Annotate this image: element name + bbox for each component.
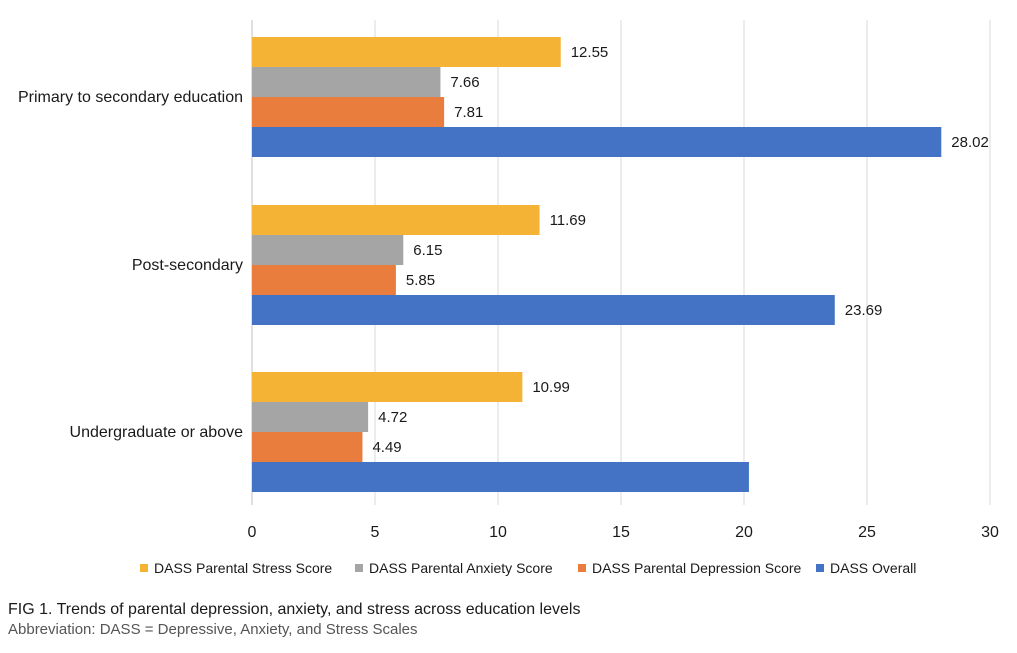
x-tick-label: 5 (371, 524, 380, 541)
x-tick-label: 25 (858, 524, 876, 541)
data-label: 5.85 (406, 272, 435, 289)
data-label: 6.15 (413, 242, 442, 259)
bars (252, 37, 942, 492)
data-label: 11.69 (550, 212, 586, 229)
x-axis-ticks: 0 5 10 15 20 25 30 (248, 524, 999, 541)
data-label: 4.72 (378, 409, 407, 426)
legend-entry: DASS Overall (830, 560, 916, 576)
x-tick-label: 0 (248, 524, 257, 541)
bar (252, 67, 441, 97)
legend-swatch (816, 564, 824, 572)
data-label: 7.66 (450, 74, 479, 91)
bar (252, 295, 835, 325)
legend-entry: DASS Parental Stress Score (154, 560, 332, 576)
legend-entry: DASS Parental Anxiety Score (369, 560, 553, 576)
value-labels: 12.55 7.66 7.81 28.02 11.69 6.15 5.85 23.69 10.9… (372, 44, 988, 456)
category-label: Primary to secondary education (18, 89, 243, 106)
legend-swatch (355, 564, 363, 572)
bar (252, 205, 540, 235)
category-label: Undergraduate or above (70, 424, 244, 441)
legend-entry: DASS Parental Depression Score (592, 560, 802, 576)
category-labels: Primary to secondary education Post-secon… (18, 89, 243, 441)
data-label: 28.02 (951, 134, 989, 151)
bar (252, 462, 749, 492)
bar (252, 97, 445, 127)
x-tick-label: 30 (981, 524, 999, 541)
bar (252, 402, 369, 432)
data-label: 7.81 (454, 104, 483, 121)
bar (252, 37, 561, 67)
bar (252, 265, 396, 295)
caption-title: FIG 1. Trends of parental depression, an… (8, 601, 581, 618)
bar (252, 432, 363, 462)
data-label: 23.69 (845, 302, 883, 319)
caption-abbreviation: Abbreviation: DASS = Depressive, Anxiety… (8, 621, 418, 638)
data-label: 10.99 (532, 379, 570, 396)
category-label: Post-secondary (132, 257, 243, 274)
bar (252, 372, 523, 402)
bar (252, 235, 404, 265)
legend-swatch (140, 564, 148, 572)
bar (252, 127, 942, 157)
legend: DASS Parental Stress Score DASS Parental … (140, 560, 916, 576)
legend-swatch (578, 564, 586, 572)
x-tick-label: 10 (489, 524, 507, 541)
figure-caption: FIG 1. Trends of parental depression, an… (8, 600, 1008, 640)
bar-chart: 12.55 7.66 7.81 28.02 11.69 6.15 5.85 23.69 10.9… (18, 20, 999, 576)
data-label: 12.55 (571, 44, 609, 61)
x-tick-label: 15 (612, 524, 630, 541)
x-tick-label: 20 (735, 524, 753, 541)
data-label: 4.49 (372, 439, 401, 456)
